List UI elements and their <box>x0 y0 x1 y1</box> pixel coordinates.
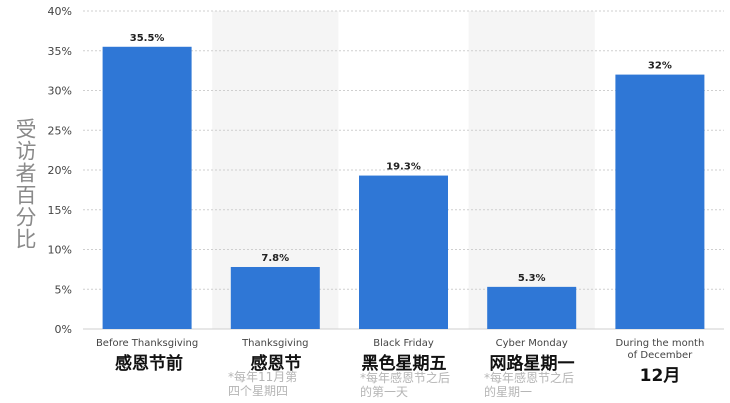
cn-label-before-thanksgiving: 感恩节前 <box>115 354 183 374</box>
bar <box>102 46 192 330</box>
bar <box>615 74 705 329</box>
note-black-friday: *每年感恩节之后的第一天 <box>360 371 451 399</box>
bar <box>359 175 448 329</box>
y-tick-label: 10% <box>48 244 72 257</box>
x-tick-label: Cyber Monday <box>496 338 568 349</box>
x-tick-label: Thanksgiving <box>241 338 308 349</box>
y-tick-label: 5% <box>55 283 72 296</box>
bar-value-label: 32% <box>648 61 672 72</box>
bar <box>230 266 320 329</box>
y-tick-label: 25% <box>48 124 72 137</box>
bar-value-label: 7.8% <box>261 253 289 264</box>
cn-label-black-friday: 黑色星期五 <box>361 354 447 374</box>
y-tick-label: 40% <box>48 5 72 18</box>
y-axis-title: 受访者百分比 <box>13 118 37 250</box>
y-tick-label: 15% <box>48 204 72 217</box>
note-cyber-monday: *每年感恩节之后的星期一 <box>484 371 575 399</box>
cn-label-thanksgiving: 感恩节 <box>250 354 302 374</box>
y-tick-label: 35% <box>48 45 72 58</box>
x-tick-label: Before Thanksgiving <box>96 338 198 349</box>
bar-value-label: 35.5% <box>130 33 165 44</box>
y-tick-label: 30% <box>48 85 72 98</box>
cn-label-cyber-monday: 网路星期一 <box>489 354 575 374</box>
y-tick-label: 20% <box>48 164 72 177</box>
x-tick-label: During the month of December <box>615 338 704 361</box>
cn-label-december: 12月 <box>639 366 681 386</box>
bar <box>487 286 577 329</box>
bar-value-label: 5.3% <box>518 273 546 284</box>
y-tick-label: 0% <box>55 323 72 336</box>
bar-value-label: 19.3% <box>386 162 421 173</box>
note-thanksgiving: *每年11月第四个星期四 <box>228 370 298 398</box>
x-tick-label: Black Friday <box>373 338 434 349</box>
